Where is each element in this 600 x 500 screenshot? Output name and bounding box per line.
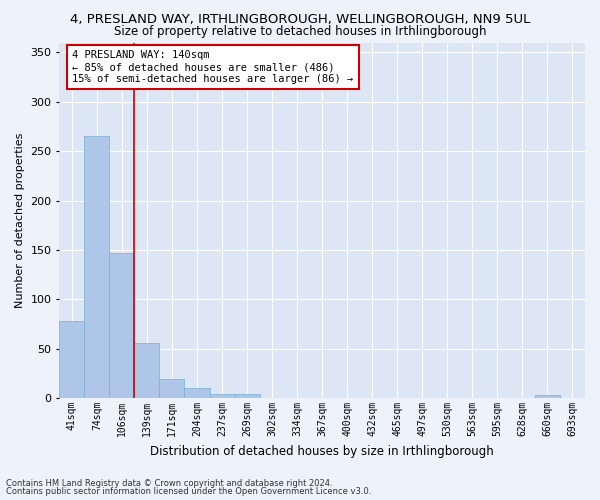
Text: Contains public sector information licensed under the Open Government Licence v3: Contains public sector information licen… [6,487,371,496]
Bar [134,343,160,398]
Bar [235,394,260,398]
Text: 4, PRESLAND WAY, IRTHLINGBOROUGH, WELLINGBOROUGH, NN9 5UL: 4, PRESLAND WAY, IRTHLINGBOROUGH, WELLIN… [70,12,530,26]
Bar [209,394,235,398]
Y-axis label: Number of detached properties: Number of detached properties [15,132,25,308]
Text: Size of property relative to detached houses in Irthlingborough: Size of property relative to detached ho… [114,25,486,38]
Bar [59,321,85,398]
Text: Contains HM Land Registry data © Crown copyright and database right 2024.: Contains HM Land Registry data © Crown c… [6,478,332,488]
X-axis label: Distribution of detached houses by size in Irthlingborough: Distribution of detached houses by size … [150,444,494,458]
Bar [535,395,560,398]
Text: 4 PRESLAND WAY: 140sqm
← 85% of detached houses are smaller (486)
15% of semi-de: 4 PRESLAND WAY: 140sqm ← 85% of detached… [73,50,353,84]
Bar [85,136,109,398]
Bar [184,388,209,398]
Bar [109,253,134,398]
Bar [160,380,184,398]
